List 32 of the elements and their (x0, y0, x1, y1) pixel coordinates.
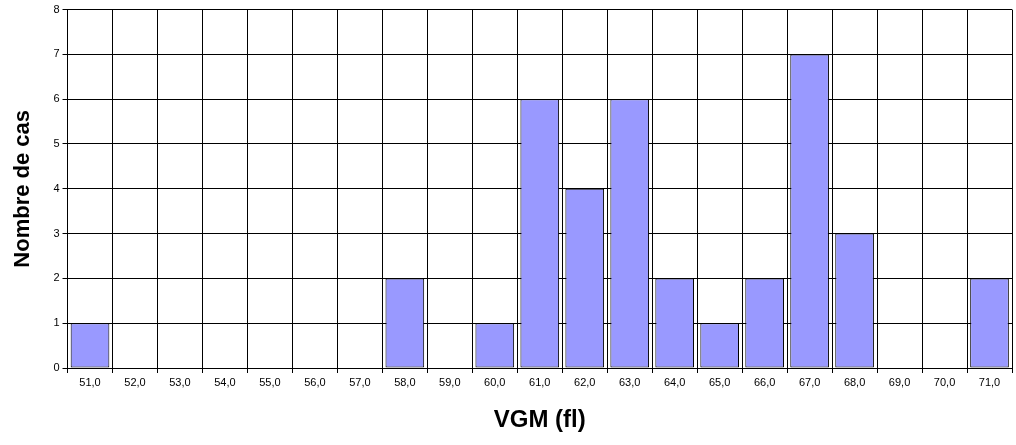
y-tick-label: 7 (53, 47, 60, 60)
x-tick-label: 52,0 (124, 375, 146, 388)
y-tick-label: 4 (53, 181, 60, 194)
x-tick-label: 70,0 (933, 375, 956, 388)
x-tick-label: 65,0 (708, 375, 731, 388)
y-tick-label: 3 (53, 226, 60, 239)
x-tick-label: 62,0 (574, 375, 596, 388)
y-tick-label: 0 (53, 361, 60, 374)
x-axis-title: VGM (fl) (493, 405, 586, 433)
x-tick-label: 51,0 (79, 375, 101, 388)
x-tick-label: 67,0 (798, 375, 821, 388)
x-tick-label: 60,0 (484, 375, 506, 388)
x-tick-label: 71,0 (978, 375, 1001, 388)
y-axis-title: Nombre de cas (9, 109, 35, 268)
x-tick-label: 61,0 (529, 375, 551, 388)
x-tick-label: 55,0 (259, 375, 281, 388)
x-tick-label: 64,0 (663, 375, 686, 388)
y-tick-label: 2 (53, 271, 60, 284)
x-tick-label: 56,0 (304, 375, 326, 388)
x-tick-label: 59,0 (439, 375, 461, 388)
x-tick-label: 69,0 (888, 375, 911, 388)
x-tick-label: 57,0 (349, 375, 371, 388)
x-tick-label: 58,0 (394, 375, 416, 388)
y-tick-label: 1 (53, 316, 60, 329)
y-tick-label: 8 (53, 2, 60, 15)
x-tick-label: 68,0 (843, 375, 866, 388)
y-tick-label: 5 (53, 137, 60, 150)
x-tick-label: 53,0 (169, 375, 191, 388)
x-tick-label: 63,0 (619, 375, 641, 388)
x-tick-label: 54,0 (214, 375, 236, 388)
x-tick-label: 66,0 (753, 375, 776, 388)
y-tick-label: 6 (53, 92, 60, 105)
